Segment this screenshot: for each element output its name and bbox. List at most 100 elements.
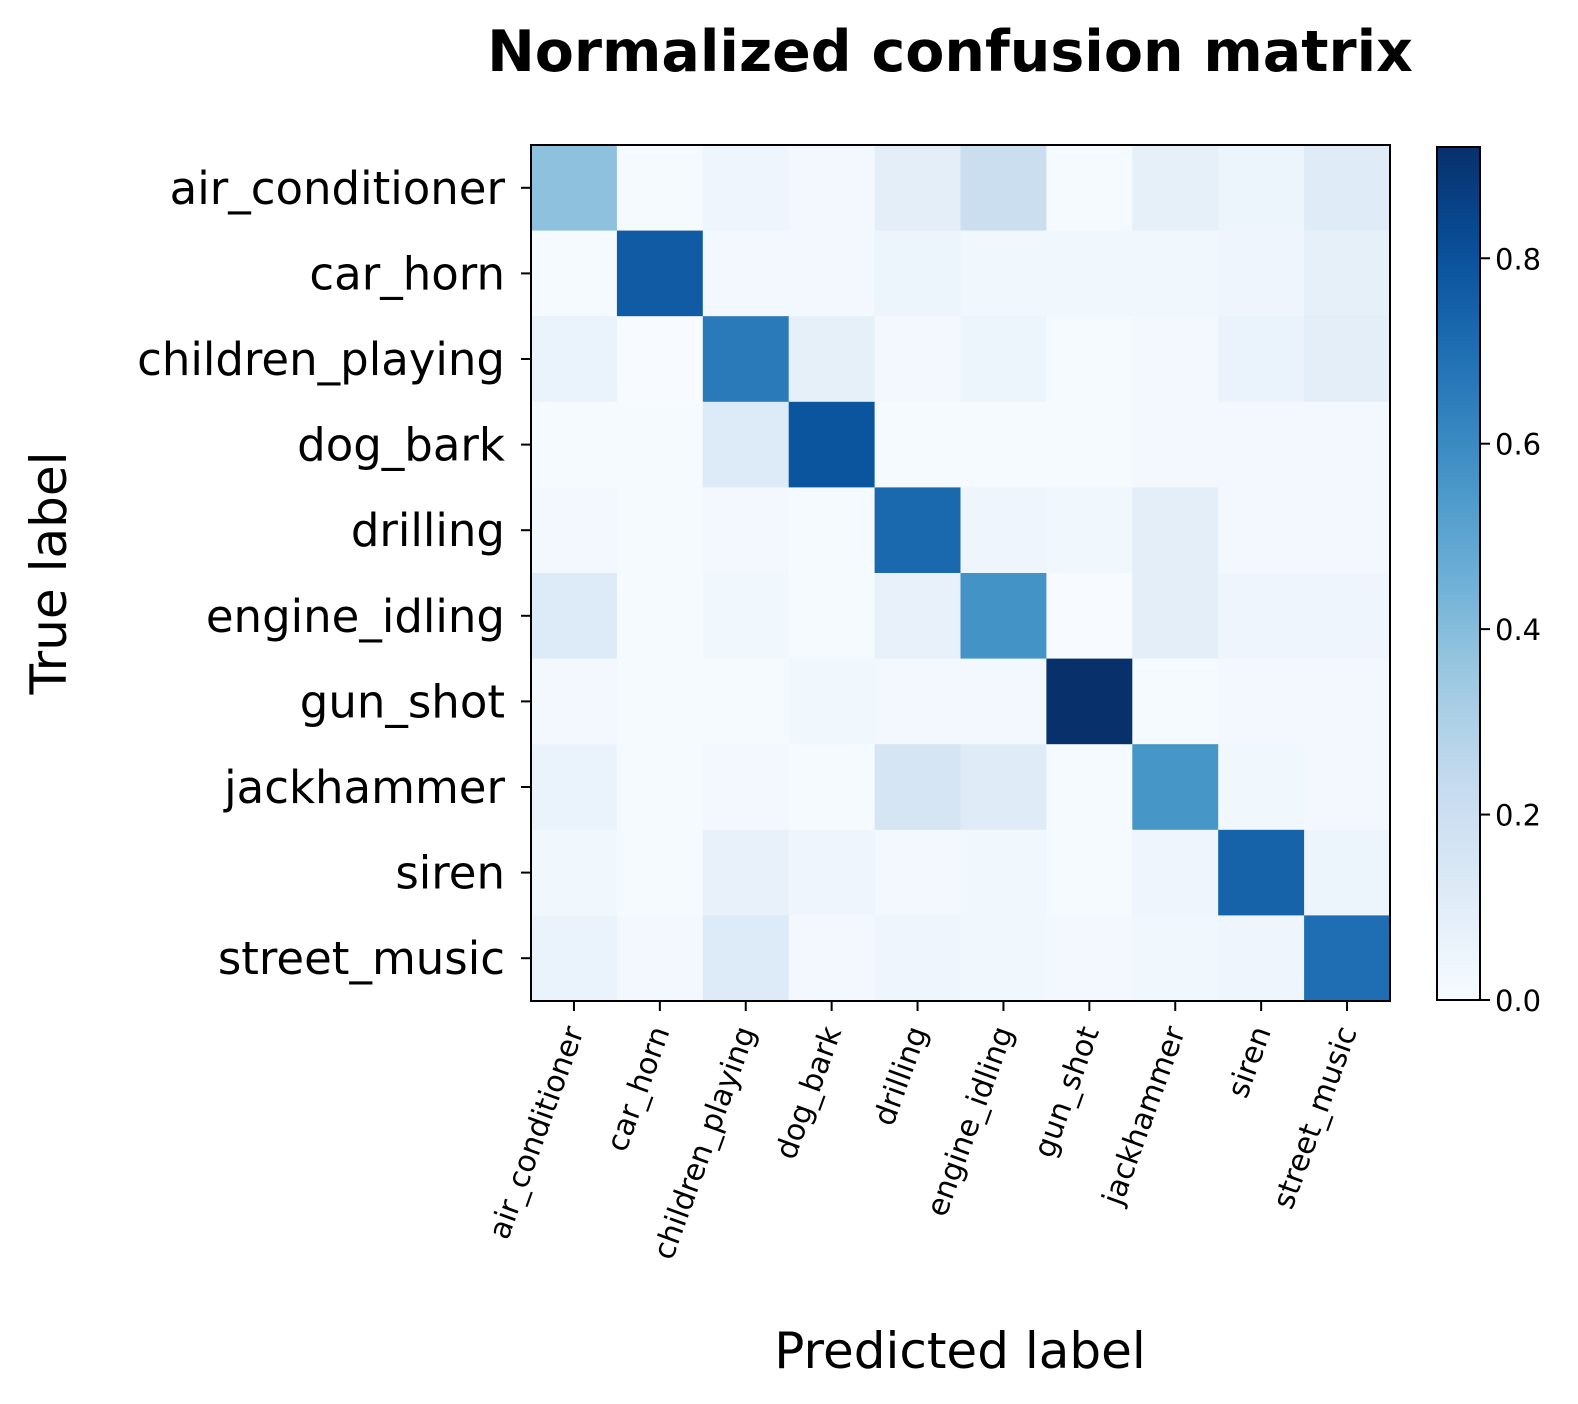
x-tick-label: drilling xyxy=(867,1022,935,1131)
heatmap-cell xyxy=(1046,829,1133,916)
heatmap-cell xyxy=(1304,829,1391,916)
heatmap-cell xyxy=(616,230,704,317)
heatmap-cell xyxy=(702,230,790,317)
heatmap-cell xyxy=(531,487,618,574)
y-tick-label: children_playing xyxy=(137,333,505,386)
heatmap-cell xyxy=(1304,487,1391,574)
y-tick-label: siren xyxy=(395,847,505,900)
heatmap-cell xyxy=(702,573,790,660)
y-tick-label: engine_idling xyxy=(206,590,505,643)
heatmap-cell xyxy=(702,658,790,745)
heatmap-cell xyxy=(1218,401,1305,488)
heatmap-cell xyxy=(531,915,618,1002)
heatmap-cell xyxy=(1046,915,1133,1002)
x-tick-label: street_music xyxy=(1266,1022,1364,1214)
heatmap-cell xyxy=(960,487,1047,574)
heatmap-cell xyxy=(1132,573,1219,660)
heatmap-cell xyxy=(616,316,704,403)
heatmap-cell xyxy=(960,230,1047,317)
heatmap-cell xyxy=(960,915,1047,1002)
heatmap-cell xyxy=(1218,658,1305,745)
heatmap-cell xyxy=(874,401,962,488)
heatmap-cell xyxy=(788,145,876,232)
heatmap-cell xyxy=(1132,487,1219,574)
colorbar xyxy=(1437,147,1480,1000)
heatmap-cell xyxy=(616,744,704,831)
x-tick-label: air_conditioner xyxy=(482,1021,592,1244)
heatmap-cell xyxy=(960,145,1047,232)
y-tick-label: dog_bark xyxy=(297,419,505,472)
y-axis-ticks: air_conditioner car_horn children_playingd… xyxy=(137,162,531,985)
heatmap-cell xyxy=(531,316,618,403)
x-tick-label: engine_idling xyxy=(920,1022,1021,1221)
heatmap-cell xyxy=(1046,573,1133,660)
y-axis-label: True label xyxy=(20,451,78,695)
chart-title: Normalized confusion matrix xyxy=(487,19,1413,85)
heatmap-cell xyxy=(531,573,618,660)
heatmap-cell xyxy=(788,915,876,1002)
heatmap-cell xyxy=(960,658,1047,745)
heatmap-cell xyxy=(1132,401,1219,488)
colorbar-ticks: 0.0 0.2 0.4 0.6 0.8 xyxy=(1480,242,1541,1018)
heatmap-cell xyxy=(874,487,962,574)
heatmap-cell xyxy=(616,915,704,1002)
heatmap-cell xyxy=(1218,230,1305,317)
heatmap-cell xyxy=(874,573,962,660)
heatmap-cell xyxy=(531,829,618,916)
heatmap-cell xyxy=(1218,744,1305,831)
heatmap-cell xyxy=(702,915,790,1002)
colorbar-tick-label: 0.0 xyxy=(1495,984,1541,1018)
heatmap-cell xyxy=(1132,230,1219,317)
heatmap-cell xyxy=(960,744,1047,831)
heatmap-cell xyxy=(531,145,618,232)
heatmap-cell xyxy=(1132,145,1219,232)
heatmap-cell xyxy=(874,230,962,317)
heatmap-cell xyxy=(788,573,876,660)
x-axis-label: Predicted label xyxy=(774,1322,1146,1380)
x-tick-label: dog_bark xyxy=(769,1021,849,1164)
heatmap-cell xyxy=(702,829,790,916)
heatmap-cell xyxy=(874,145,962,232)
heatmap-cell xyxy=(788,401,876,488)
heatmap-cell xyxy=(1218,829,1305,916)
heatmap-cell xyxy=(874,744,962,831)
heatmap-cell xyxy=(1046,230,1133,317)
heatmap-cell xyxy=(960,316,1047,403)
heatmap-cell xyxy=(1046,401,1133,488)
heatmap-cell xyxy=(616,487,704,574)
heatmap-cell xyxy=(616,829,704,916)
heatmap-cell xyxy=(960,573,1047,660)
heatmap-cell xyxy=(1046,145,1133,232)
heatmap-cell xyxy=(531,401,618,488)
plot-frame xyxy=(530,144,1391,1002)
x-tick-label: gun_shot xyxy=(1027,1022,1107,1163)
heatmap-cell xyxy=(1304,145,1391,232)
heatmap-cell xyxy=(616,658,704,745)
heatmap-cell xyxy=(1046,658,1133,745)
colorbar-tick-label: 0.2 xyxy=(1495,799,1541,833)
heatmap-cell xyxy=(788,658,876,745)
heatmap-cell xyxy=(1132,829,1219,916)
heatmap-cell xyxy=(531,744,618,831)
y-tick-label: jackhammer xyxy=(223,761,505,814)
heatmap-cell xyxy=(616,145,704,232)
heatmap-cell xyxy=(1304,401,1391,488)
y-tick-label: car_horn xyxy=(309,247,505,300)
heatmap-cell xyxy=(1304,316,1391,403)
heatmap-cell xyxy=(1304,915,1391,1002)
heatmap-cell xyxy=(788,744,876,831)
colorbar-tick-label: 0.8 xyxy=(1495,242,1541,276)
heatmap-cell xyxy=(788,487,876,574)
heatmap-cell xyxy=(1218,316,1305,403)
colorbar-tick-label: 0.6 xyxy=(1495,428,1541,462)
x-tick-label: jackhammer xyxy=(1096,1021,1193,1210)
heatmap-cell xyxy=(1218,573,1305,660)
heatmap-cell xyxy=(616,401,704,488)
heatmap-cell xyxy=(1304,573,1391,660)
heatmap-cell xyxy=(702,487,790,574)
x-tick-label: siren xyxy=(1221,1022,1279,1103)
heatmap-cell xyxy=(960,829,1047,916)
heatmap-cell xyxy=(1218,145,1305,232)
y-tick-label: gun_shot xyxy=(300,675,505,728)
y-tick-label: drilling xyxy=(351,504,505,557)
